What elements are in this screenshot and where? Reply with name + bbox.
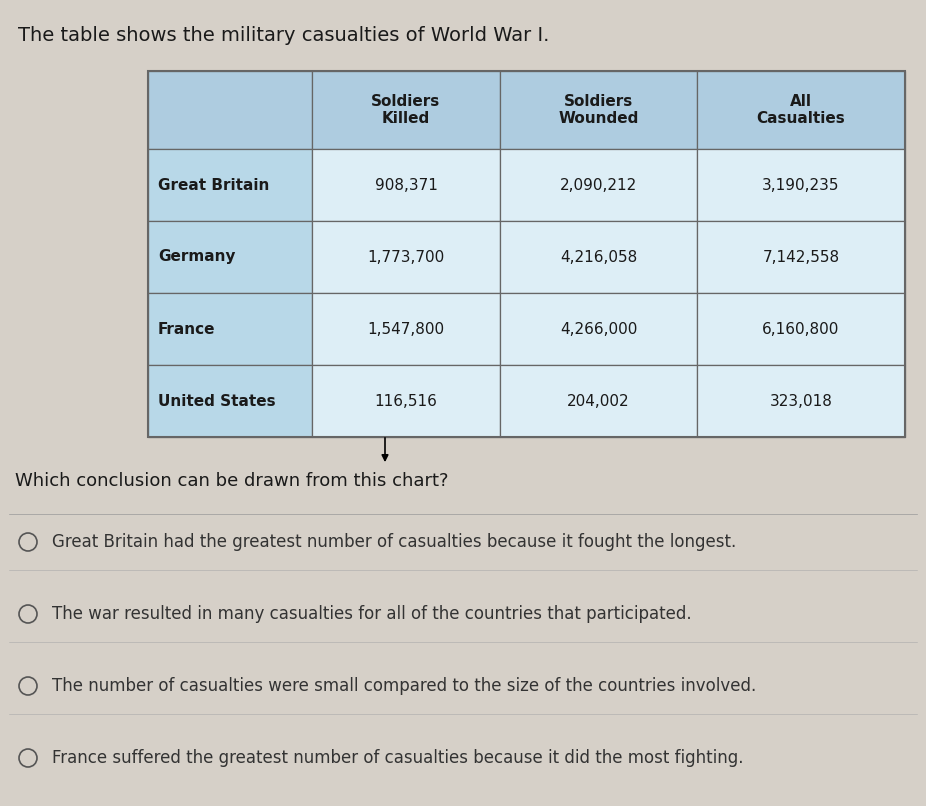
Text: France: France [158, 322, 216, 336]
Text: 204,002: 204,002 [568, 393, 630, 409]
Bar [500, 365, 697, 437]
Text: 908,371: 908,371 [374, 177, 437, 193]
Text: Germany: Germany [158, 250, 235, 264]
Text: United States: United States [158, 393, 276, 409]
Bar [500, 149, 697, 221]
Text: Which conclusion can be drawn from this chart?: Which conclusion can be drawn from this … [15, 472, 448, 490]
Text: 6,160,800: 6,160,800 [762, 322, 840, 336]
Text: 4,216,058: 4,216,058 [560, 250, 637, 264]
Bar [697, 71, 905, 149]
Bar [148, 149, 312, 221]
Text: Soldiers
Wounded: Soldiers Wounded [558, 93, 639, 127]
Text: The war resulted in many casualties for all of the countries that participated.: The war resulted in many casualties for … [52, 605, 692, 623]
Text: The number of casualties were small compared to the size of the countries involv: The number of casualties were small comp… [52, 677, 757, 695]
Bar [697, 365, 905, 437]
Bar [312, 221, 500, 293]
Text: Great Britain had the greatest number of casualties because it fought the longes: Great Britain had the greatest number of… [52, 533, 736, 551]
Text: 7,142,558: 7,142,558 [762, 250, 840, 264]
Bar [312, 71, 500, 149]
Text: 323,018: 323,018 [770, 393, 832, 409]
Text: 116,516: 116,516 [374, 393, 437, 409]
Bar [312, 293, 500, 365]
Bar [148, 365, 312, 437]
Text: The table shows the military casualties of World War I.: The table shows the military casualties … [18, 26, 549, 45]
Text: Soldiers
Killed: Soldiers Killed [371, 93, 441, 127]
Text: 1,773,700: 1,773,700 [368, 250, 444, 264]
Bar [500, 293, 697, 365]
Bar [500, 221, 697, 293]
Bar [148, 71, 905, 437]
Text: All
Casualties: All Casualties [757, 93, 845, 127]
Bar [148, 71, 312, 149]
Text: France suffered the greatest number of casualties because it did the most fighti: France suffered the greatest number of c… [52, 749, 744, 767]
Bar [148, 293, 312, 365]
Text: 2,090,212: 2,090,212 [560, 177, 637, 193]
Bar [500, 71, 697, 149]
Text: 3,190,235: 3,190,235 [762, 177, 840, 193]
Text: Great Britain: Great Britain [158, 177, 269, 193]
Text: 1,547,800: 1,547,800 [368, 322, 444, 336]
Text: 4,266,000: 4,266,000 [560, 322, 637, 336]
Bar [697, 293, 905, 365]
Bar [312, 149, 500, 221]
Bar [148, 221, 312, 293]
Bar [312, 365, 500, 437]
Bar [697, 221, 905, 293]
Bar [697, 149, 905, 221]
